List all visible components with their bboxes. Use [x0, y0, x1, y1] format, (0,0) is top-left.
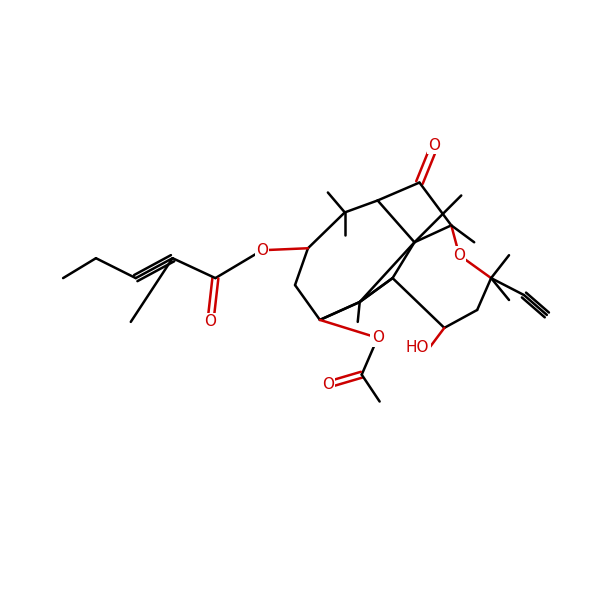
- Text: HO: HO: [406, 340, 430, 355]
- Text: O: O: [205, 314, 217, 329]
- Text: O: O: [453, 248, 465, 263]
- Text: O: O: [256, 243, 268, 258]
- Text: O: O: [371, 331, 383, 346]
- Text: O: O: [428, 138, 440, 153]
- Text: O: O: [322, 377, 334, 392]
